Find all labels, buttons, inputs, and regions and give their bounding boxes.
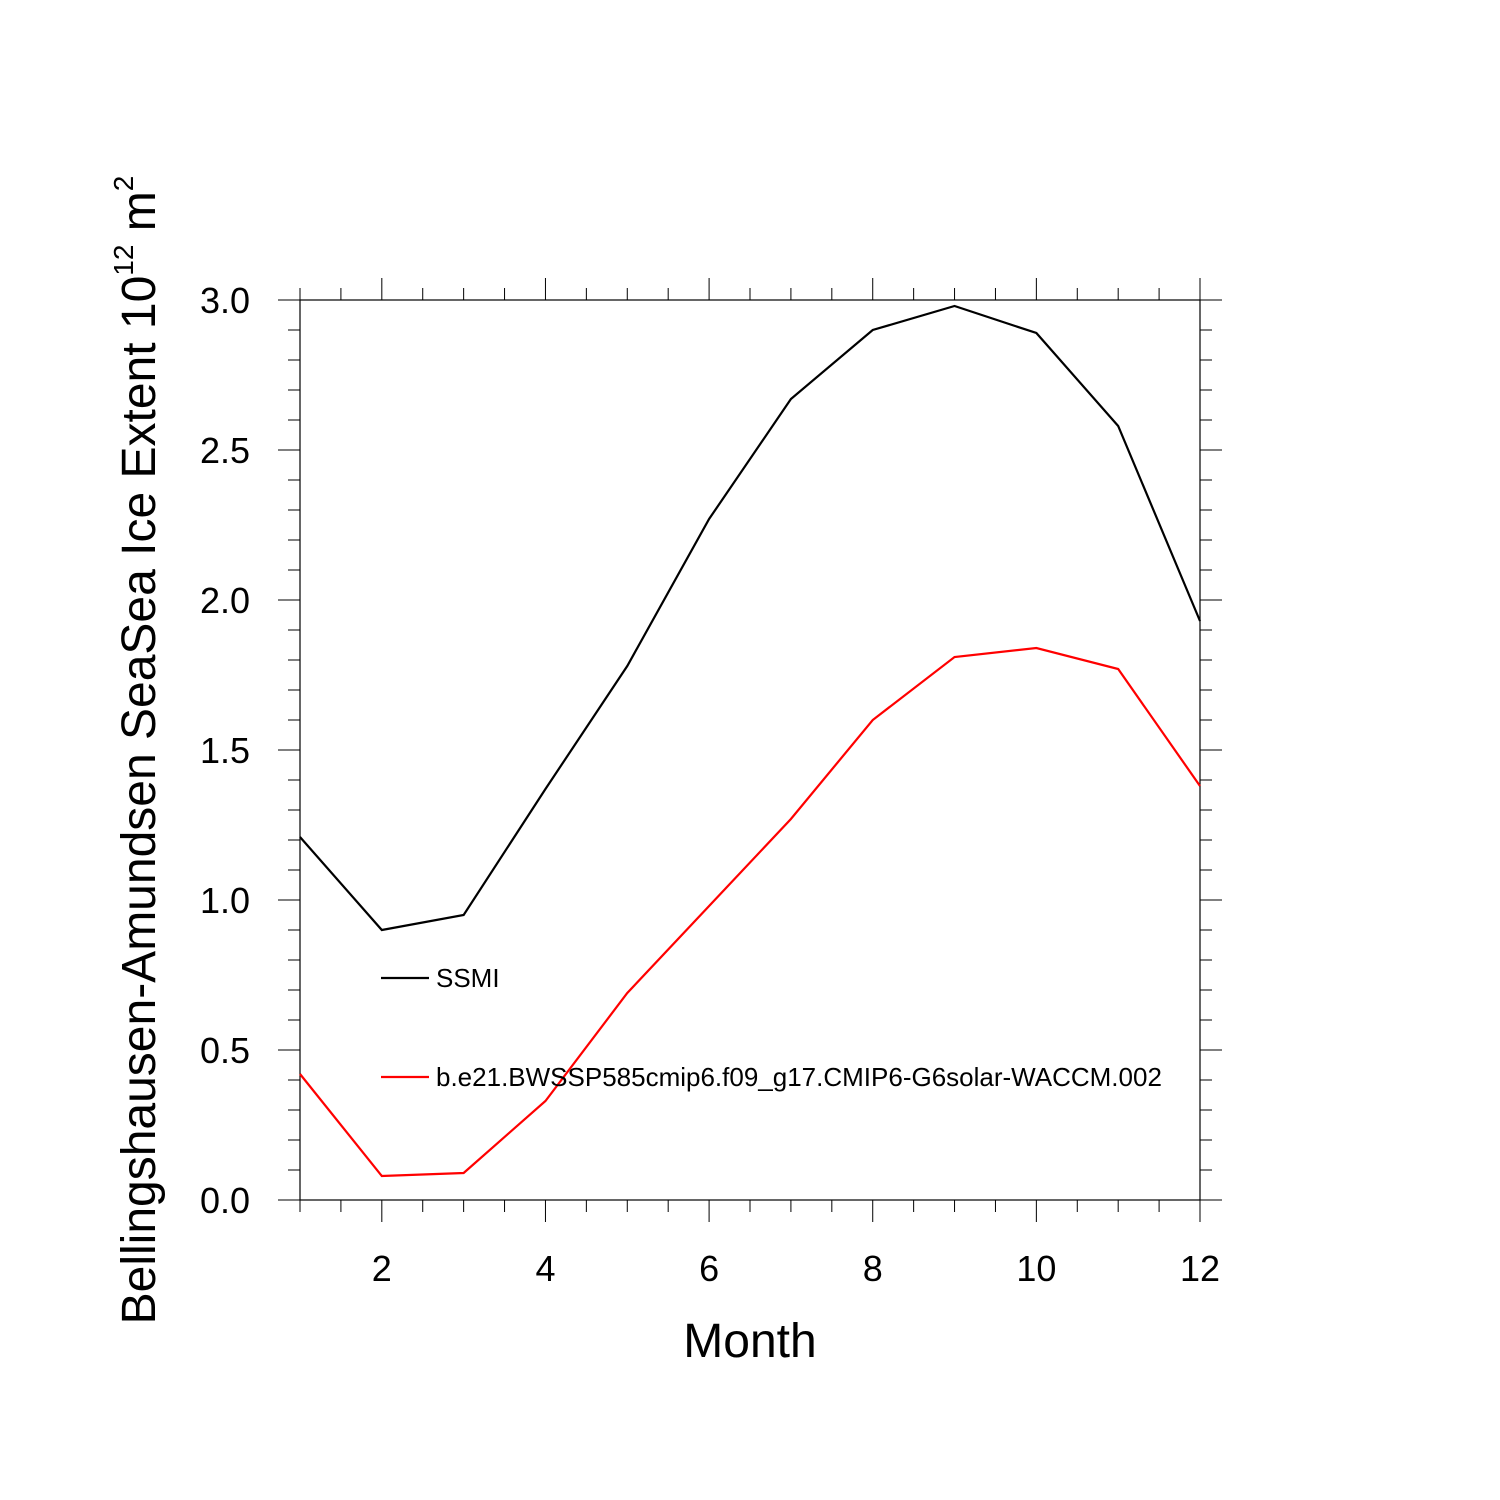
y-tick-label: 2.5	[200, 430, 250, 471]
y-axis-title-unit-exponent: 2	[108, 176, 139, 192]
x-tick-label: 12	[1180, 1248, 1220, 1289]
x-tick-label: 2	[372, 1248, 392, 1289]
series-line-model	[299, 646, 1201, 1178]
y-tick-label: 2.0	[200, 580, 250, 621]
series-lines	[299, 304, 1202, 1178]
y-axis-title: Bellingshausen-Amundsen SeaSea Ice Exten…	[108, 176, 166, 1325]
x-tick-labels: 2 4 6 8 10 12	[372, 1248, 1220, 1289]
major-ticks	[278, 278, 1222, 1222]
series-line-ssmi	[299, 304, 1202, 932]
y-tick-label: 1.0	[200, 880, 250, 921]
x-tick-label: 10	[1016, 1248, 1056, 1289]
x-tick-label: 6	[699, 1248, 719, 1289]
y-tick-labels: 0.0 0.5 1.0 1.5 2.0 2.5 3.0	[200, 280, 250, 1221]
y-axis-title-prefix: Bellingshausen-Amundsen SeaSea Ice Exten…	[113, 276, 166, 1325]
y-tick-label: 0.5	[200, 1030, 250, 1071]
legend-label: SSMI	[436, 963, 500, 993]
x-axis-title: Month	[683, 1315, 816, 1368]
y-axis-title-unit: m	[113, 191, 166, 244]
legend: SSMI b.e21.BWSSP585cmip6.f09_g17.CMIP6-G6…	[381, 963, 1162, 1092]
x-tick-label: 4	[535, 1248, 555, 1289]
legend-label: b.e21.BWSSP585cmip6.f09_g17.CMIP6-G6sola…	[436, 1062, 1162, 1092]
y-tick-label: 0.0	[200, 1180, 250, 1221]
y-tick-label: 1.5	[200, 730, 250, 771]
plot-frame	[299, 299, 1201, 1201]
y-tick-label: 3.0	[200, 280, 250, 321]
y-axis-title-exponent: 12	[108, 245, 139, 276]
x-tick-label: 8	[863, 1248, 883, 1289]
minor-ticks	[288, 288, 1212, 1212]
